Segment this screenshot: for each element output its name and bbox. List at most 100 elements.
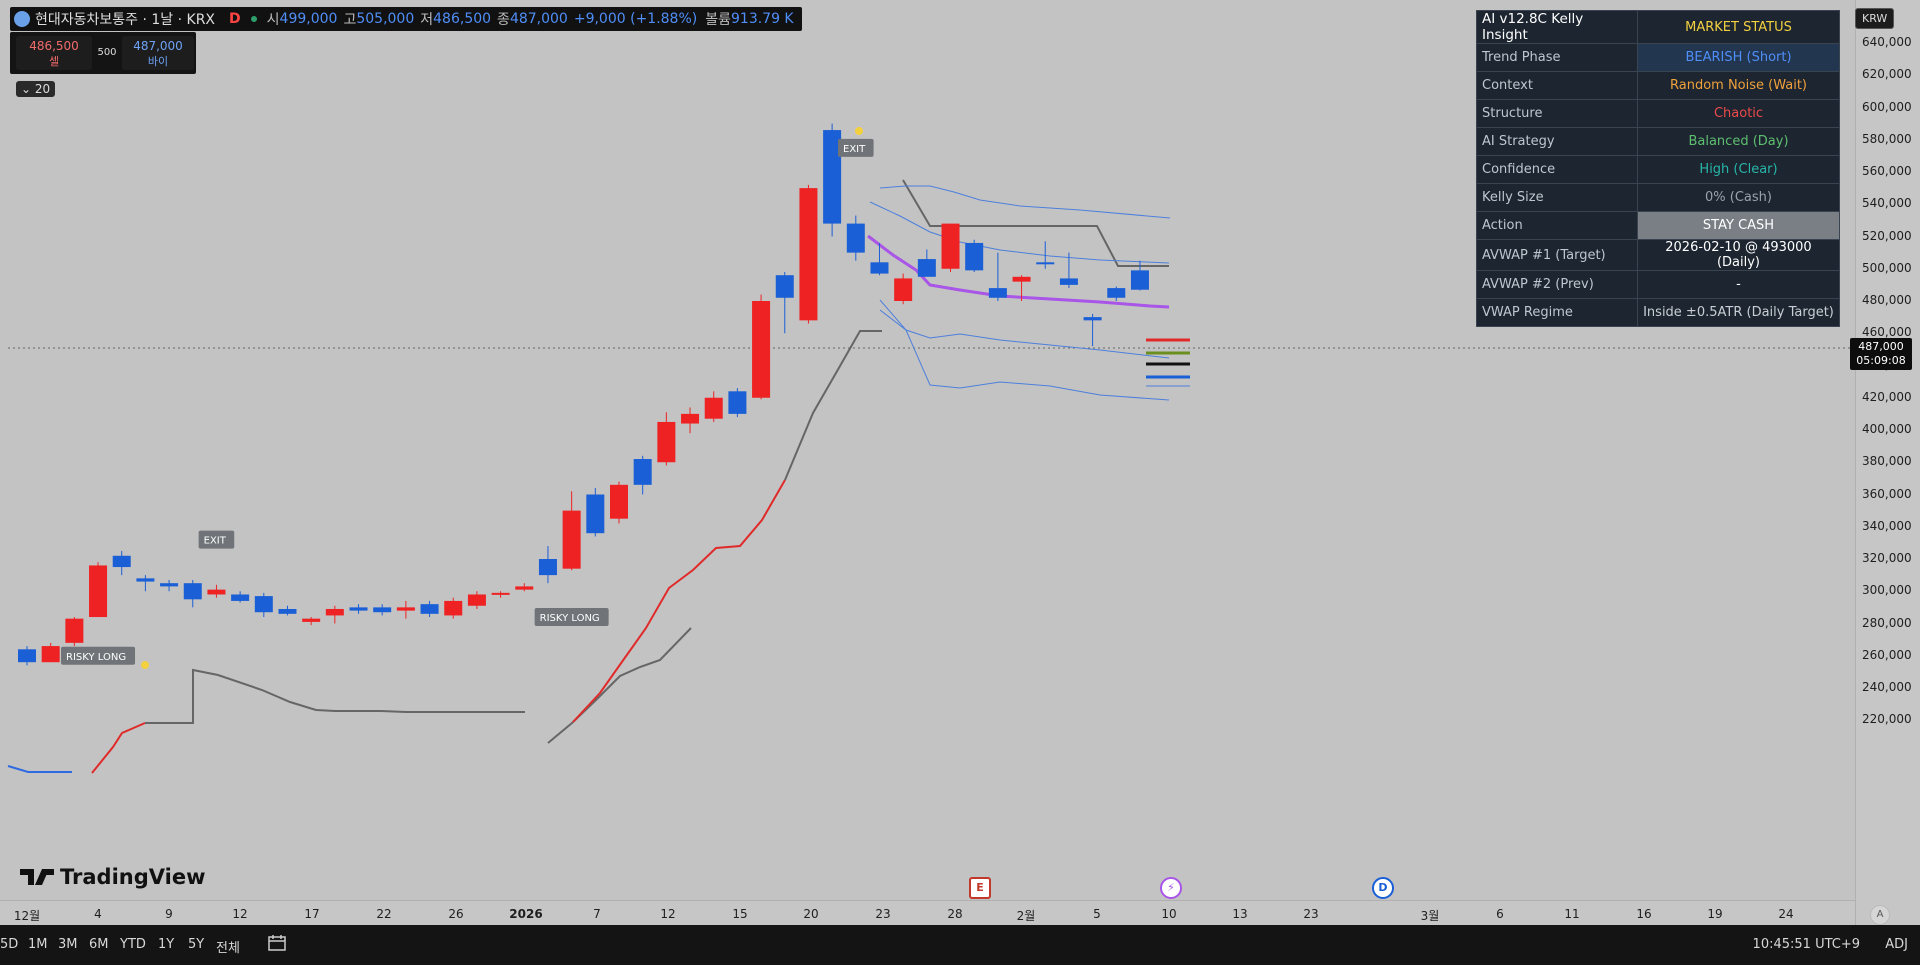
buy-label: 바이 — [147, 55, 169, 68]
price-tick: 400,000 — [1862, 422, 1912, 436]
time-tick: 28 — [947, 907, 963, 921]
signal-label-text: EXIT — [843, 144, 866, 155]
price-tick: 600,000 — [1862, 99, 1912, 114]
price-tick: 420,000 — [1862, 389, 1912, 404]
time-tick: 19 — [1707, 907, 1723, 921]
price-tick: 620,000 — [1862, 67, 1912, 82]
time-axis[interactable]: 12월 4 9 12 17 22 26 2026 7 12 15 20 23 28 2월 5 10 13 23 3월 6… — [0, 900, 1855, 926]
stop-line-gray-top — [902, 179, 1169, 267]
insight-row: Structure Chaotic — [1476, 99, 1840, 128]
range-button[interactable]: 1M — [28, 937, 48, 952]
tradingview-logo-icon — [20, 869, 54, 885]
candle — [136, 575, 155, 592]
candle — [207, 584, 226, 598]
time-tick: 13 — [1232, 907, 1248, 921]
low-value: 486,500 — [433, 11, 492, 27]
price-tick: 360,000 — [1862, 486, 1912, 501]
price-tick: 540,000 — [1862, 196, 1912, 211]
insight-value: BEARISH (Short) — [1637, 43, 1840, 72]
time-tick: 10 — [1161, 907, 1177, 921]
range-button[interactable]: 5Y — [188, 937, 205, 952]
close-value: 487,000 — [509, 11, 568, 27]
range-button[interactable]: 5D — [0, 937, 19, 952]
indicator-collapse-button[interactable]: ⌄ 20 — [16, 81, 56, 97]
stop-line-blue-early — [7, 765, 72, 773]
candle — [515, 583, 534, 592]
price-tick: 500,000 — [1862, 260, 1912, 275]
open-value: 499,000 — [279, 11, 338, 27]
candle — [633, 455, 652, 495]
price-tick: 640,000 — [1862, 35, 1912, 49]
candle — [1130, 260, 1149, 291]
candle — [538, 546, 557, 584]
insight-title-value: MARKET STATUS — [1637, 10, 1840, 44]
currency-button[interactable]: KRW — [1855, 8, 1895, 29]
insight-value: 2026-02-10 @ 493000 (Daily) — [1637, 239, 1840, 271]
candle — [420, 600, 439, 618]
time-tick: 23 — [875, 907, 891, 921]
chevron-down-icon: ⌄ — [21, 82, 32, 96]
price-tick: 560,000 — [1862, 164, 1912, 178]
insight-title: AI v12.8C Kelly Insight — [1476, 10, 1638, 44]
price-scale[interactable]: 640,000 620,000 600,000 580,000 560,000 540,0… — [1855, 0, 1920, 925]
calendar-range-icon[interactable] — [268, 934, 288, 952]
signal-label-text: RISKY LONG — [540, 613, 600, 624]
candle — [917, 249, 936, 277]
candle — [870, 242, 889, 276]
candle — [823, 123, 842, 237]
candle — [18, 646, 36, 666]
spread-value: 500 — [97, 47, 117, 58]
price-tick: 520,000 — [1862, 228, 1912, 243]
logo-text: TradingView — [60, 865, 206, 889]
insight-row: Action STAY CASH — [1476, 211, 1840, 240]
range-button[interactable]: 3M — [58, 937, 78, 952]
range-button[interactable]: 전체 — [216, 941, 240, 956]
price-chart[interactable]: RISKY LONG EXIT RISKY LONG EXIT — [0, 0, 1855, 900]
signal-label: RISKY LONG — [534, 608, 609, 627]
lower-band-2 — [879, 309, 1170, 359]
auto-scale-button[interactable]: A — [1870, 905, 1890, 925]
insight-row: Context Random Noise (Wait) — [1476, 71, 1840, 100]
candles — [18, 123, 1149, 666]
trade-panel: 486,500 셀 500 487,000 바이 — [10, 32, 196, 74]
candle — [657, 412, 676, 466]
candle — [112, 550, 131, 576]
sell-button[interactable]: 486,500 셀 — [16, 36, 92, 70]
high-label: 고 — [343, 12, 357, 28]
buy-price: 487,000 — [133, 39, 183, 53]
event-split-icon[interactable]: ⚡ — [1160, 877, 1182, 899]
insight-key: AI Strategy — [1476, 127, 1638, 156]
candle — [89, 562, 108, 618]
symbol-title[interactable]: 현대자동차보통주 · 1날 · KRX — [35, 12, 216, 28]
time-tick: 7 — [593, 907, 601, 921]
event-earnings-icon[interactable]: E — [969, 877, 991, 899]
candle — [610, 481, 628, 524]
signal-dot — [855, 127, 863, 135]
insight-value: - — [1637, 270, 1840, 299]
change-value: +9,000 (+1.88%) — [573, 11, 698, 27]
time-tick: 12 — [232, 907, 248, 921]
insight-key: Trend Phase — [1476, 43, 1638, 72]
insight-key: Structure — [1476, 99, 1638, 128]
insight-key: Action — [1476, 211, 1638, 240]
clock-timezone[interactable]: 10:45:51 UTC+9 — [1752, 937, 1860, 952]
volume-value: 913.79 K — [731, 11, 794, 27]
interval-badge[interactable]: D — [229, 11, 241, 27]
range-button[interactable]: 1Y — [158, 937, 175, 952]
candle — [325, 605, 344, 624]
time-tick: 24 — [1778, 907, 1794, 921]
time-tick: 17 — [304, 907, 320, 921]
symbol-info-bar[interactable]: 현대자동차보통주 · 1날 · KRX D 시 499,000 고 505,000 … — [10, 7, 802, 31]
range-button[interactable]: 6M — [89, 937, 109, 952]
adjust-toggle[interactable]: ADJ — [1885, 937, 1908, 952]
last-price-value: 487,000 — [1858, 340, 1904, 353]
open-label: 시 — [266, 12, 280, 28]
time-tick: 4 — [94, 907, 102, 921]
buy-button[interactable]: 487,000 바이 — [122, 36, 194, 70]
stop-line-gray-feb — [784, 330, 882, 481]
candle — [349, 604, 368, 614]
event-dividend-icon[interactable]: D — [1372, 877, 1394, 899]
insight-row: Confidence High (Clear) — [1476, 155, 1840, 184]
range-button[interactable]: YTD — [120, 937, 146, 952]
time-tick: 6 — [1496, 907, 1504, 921]
